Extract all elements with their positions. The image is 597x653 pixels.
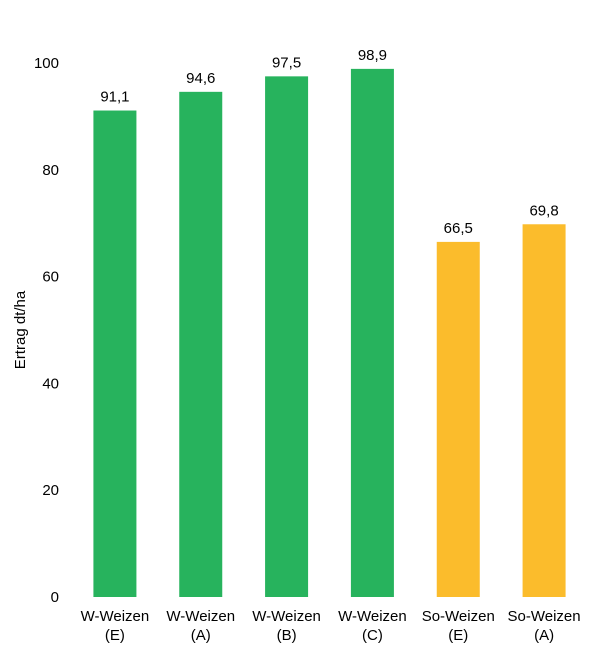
bar	[350, 68, 394, 597]
bar-value-label: 94,6	[186, 70, 215, 87]
x-category-label: W-Weizen	[252, 608, 321, 625]
bar	[265, 76, 309, 598]
data-labels: 91,1 94,6 97,5 98,9 66,5 69,8	[100, 47, 558, 237]
x-axis-labels: W-Weizen (E) W-Weizen (A) W-Weizen (B) W-Weize…	[81, 608, 581, 644]
x-category-label: W-Weizen	[166, 608, 235, 625]
x-category-label: (E)	[448, 627, 468, 644]
x-category-label: So-Weizen	[508, 608, 581, 625]
y-tick-label: 0	[51, 589, 59, 606]
bar	[179, 91, 223, 597]
x-category-label: (A)	[191, 627, 211, 644]
bar	[436, 241, 480, 597]
y-tick-label: 20	[42, 482, 59, 499]
bar	[93, 110, 137, 597]
x-category-label: (C)	[362, 627, 383, 644]
y-axis-ticks: 0 20 40 60 80 100	[34, 55, 59, 606]
x-category-label: (A)	[534, 627, 554, 644]
bar-value-label: 91,1	[100, 89, 129, 106]
y-axis-title: Ertrag dt/ha	[12, 290, 29, 369]
x-category-label: (E)	[105, 627, 125, 644]
bar	[522, 224, 566, 597]
bars	[93, 68, 566, 598]
x-category-label: So-Weizen	[422, 608, 495, 625]
bar-value-label: 98,9	[358, 47, 387, 64]
y-tick-label: 60	[42, 269, 59, 286]
y-tick-label: 80	[42, 162, 59, 179]
x-category-label: (B)	[277, 627, 297, 644]
x-category-label: W-Weizen	[81, 608, 150, 625]
bar-value-label: 69,8	[529, 202, 558, 219]
bar-value-label: 97,5	[272, 54, 301, 71]
x-category-label: W-Weizen	[338, 608, 407, 625]
y-tick-label: 40	[42, 375, 59, 392]
bar-value-label: 66,5	[444, 220, 473, 237]
y-tick-label: 100	[34, 55, 59, 72]
